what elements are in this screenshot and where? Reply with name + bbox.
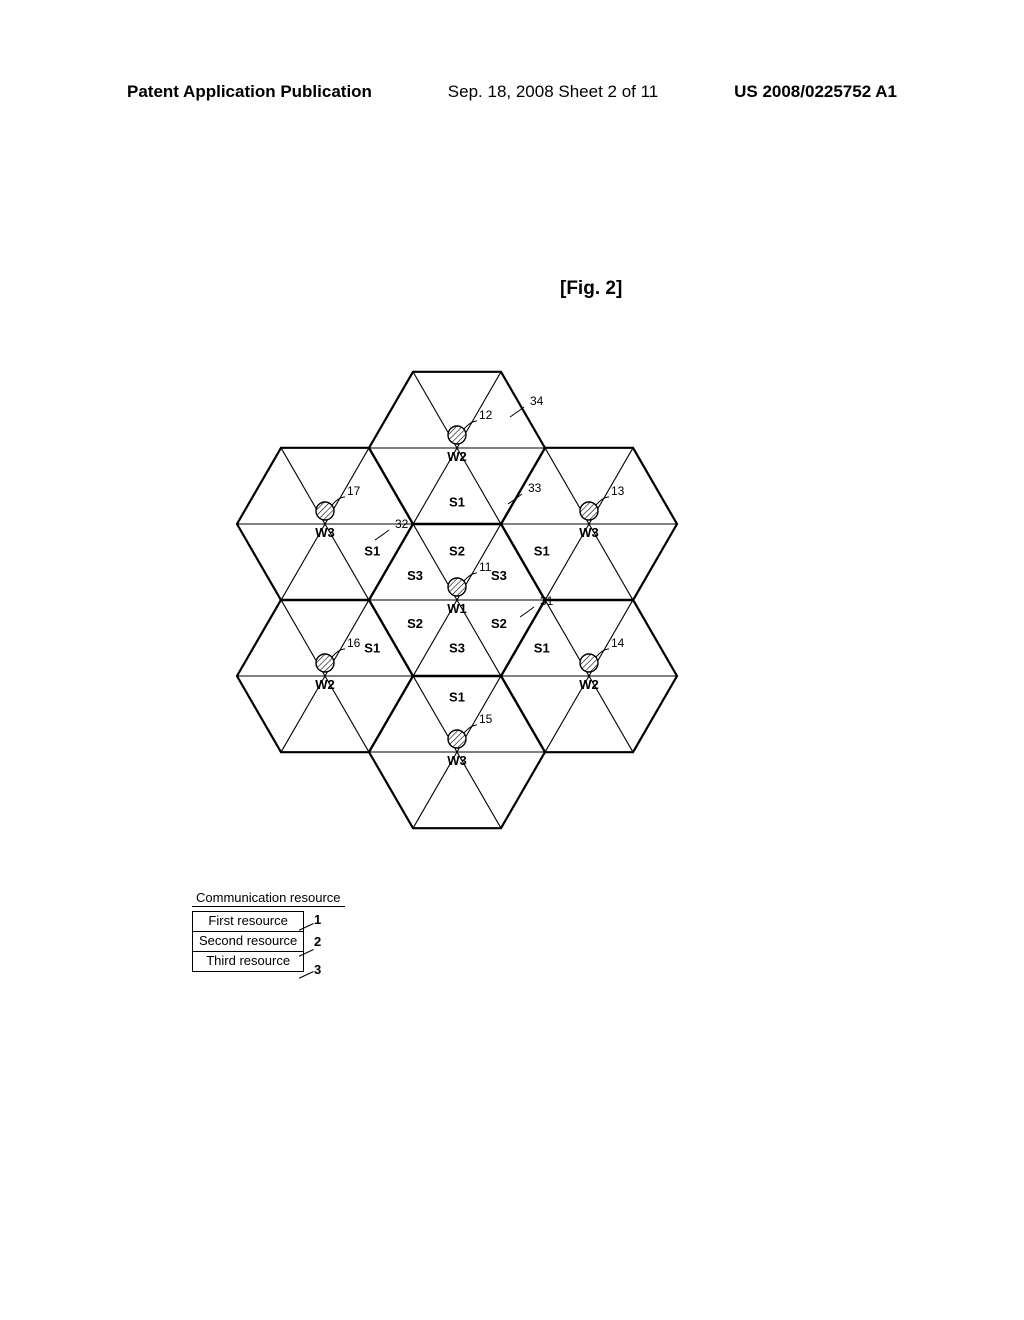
svg-text:S2: S2	[407, 616, 423, 631]
svg-text:S2: S2	[491, 616, 507, 631]
svg-text:W3: W3	[447, 753, 467, 768]
svg-text:S1: S1	[364, 641, 380, 656]
svg-text:S3: S3	[491, 568, 507, 583]
legend-table: First resource Second resource Third res…	[192, 911, 304, 972]
svg-text:16: 16	[347, 636, 361, 650]
header-mid: Sep. 18, 2008 Sheet 2 of 11	[448, 82, 658, 102]
svg-text:S1: S1	[534, 543, 550, 558]
svg-text:11: 11	[479, 560, 492, 574]
svg-text:S1: S1	[364, 543, 380, 558]
header-left: Patent Application Publication	[127, 82, 372, 102]
svg-text:13: 13	[611, 484, 625, 498]
patent-page: Patent Application Publication Sep. 18, …	[0, 0, 1024, 1320]
svg-text:W2: W2	[315, 677, 335, 692]
svg-text:W3: W3	[315, 525, 335, 540]
svg-text:34: 34	[530, 394, 544, 408]
header-right: US 2008/0225752 A1	[734, 82, 897, 102]
svg-text:S3: S3	[407, 568, 423, 583]
svg-text:S3: S3	[449, 640, 465, 655]
legend-row-3: Third resource	[193, 951, 304, 971]
svg-text:W3: W3	[579, 525, 599, 540]
resource-legend: Communication resource First resource Se…	[192, 890, 345, 972]
legend-tick-3	[299, 971, 317, 986]
legend-row-1: First resource	[193, 912, 304, 932]
svg-text:W1: W1	[447, 601, 467, 616]
svg-text:S1: S1	[534, 641, 550, 656]
svg-text:15: 15	[479, 712, 493, 726]
svg-text:W2: W2	[579, 677, 599, 692]
svg-text:33: 33	[528, 481, 542, 495]
legend-title: Communication resource	[192, 890, 345, 907]
svg-text:S1: S1	[449, 495, 465, 510]
page-header: Patent Application Publication Sep. 18, …	[0, 82, 1024, 102]
cell-diagram-svg: 11W1S2S3S3S2S2S33112W2S132333413W3S114W2…	[160, 270, 760, 910]
svg-text:W2: W2	[447, 449, 467, 464]
legend-row-2: Second resource	[193, 931, 304, 951]
svg-text:S1: S1	[449, 689, 465, 704]
svg-text:12: 12	[479, 408, 493, 422]
svg-text:17: 17	[347, 484, 361, 498]
legend-num-2: 2	[314, 934, 321, 949]
svg-text:S2: S2	[449, 544, 465, 559]
legend-num-1: 1	[314, 912, 321, 927]
svg-text:14: 14	[611, 636, 625, 650]
